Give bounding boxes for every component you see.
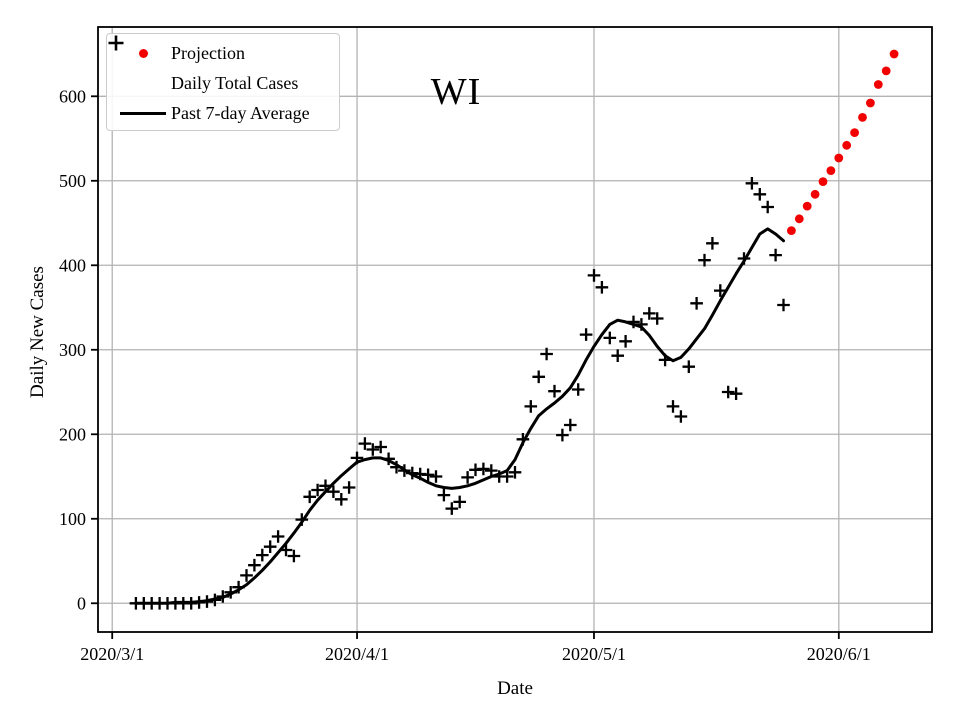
legend-label: Projection (171, 42, 245, 63)
y-tick-label: 400 (59, 256, 86, 276)
y-tick-label: 600 (59, 87, 86, 107)
line-marker-icon (115, 111, 171, 115)
axis-ticks (91, 95, 840, 639)
y-tick-label: 100 (59, 509, 86, 529)
x-tick-label: 2020/3/1 (80, 644, 144, 664)
plot-frame (97, 26, 933, 633)
y-axis-label: Daily New Cases (27, 266, 48, 398)
y-tick-label: 300 (59, 340, 86, 360)
legend-item-daily-cases: Daily Total Cases (108, 35, 339, 98)
legend-label: Daily Total Cases (171, 72, 299, 93)
legend-item-projection: Projection (115, 38, 339, 68)
chart-title: WI (430, 71, 482, 113)
daily-cases-markers (129, 177, 790, 610)
red-dot-icon (115, 48, 171, 58)
projection-dots (787, 49, 899, 236)
y-tick-label: 200 (59, 425, 86, 445)
x-tick-label: 2020/5/1 (562, 644, 626, 664)
y-tick-label: 500 (59, 171, 86, 191)
y-tick-label: 0 (77, 594, 86, 614)
x-tick-label: 2020/6/1 (807, 644, 871, 664)
tick-labels: 2020/3/1 2020/4/1 2020/5/1 2020/6/1 0 100 200 3… (59, 87, 871, 664)
legend-item-average: Past 7-day Average (115, 98, 339, 128)
legend: Projection Daily Total Cases Past 7-day … (106, 33, 340, 131)
x-tick-label: 2020/4/1 (325, 644, 389, 664)
legend-label: Past 7-day Average (171, 102, 310, 123)
x-axis-label: Date (497, 678, 533, 699)
